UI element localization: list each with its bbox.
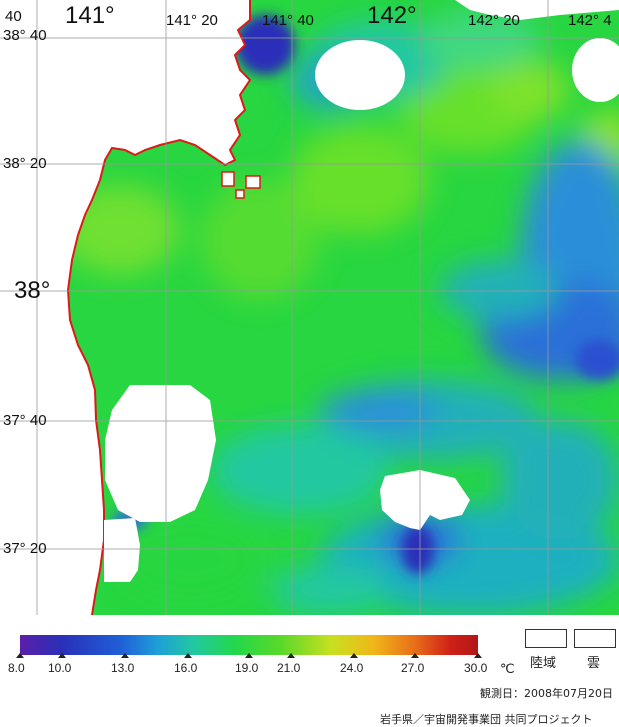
colorbar-tick (474, 653, 482, 658)
colorbar-label: 27.0 (401, 661, 425, 675)
colorbar-label: 10.0 (48, 661, 72, 675)
legend: 8.0 10.0 13.0 16.0 19.0 21.0 24.0 27.0 3… (0, 615, 619, 726)
lon-label-142-20: 142° 20 (468, 12, 520, 29)
coastline (66, 0, 252, 615)
sea-temperature-map: 40 141° 141° 20 141° 40 142° 142° 20 142… (0, 0, 619, 615)
lat-label-38: 38° (14, 277, 51, 304)
colorbar-label: 16.0 (174, 661, 198, 675)
observation-date: 観測日：2008年07月20日 (480, 687, 613, 700)
colorbar-tick (121, 653, 129, 658)
colorbar-tick (287, 653, 295, 658)
colorbar-label: 21.0 (277, 661, 301, 675)
corner-label: 40 (5, 8, 22, 25)
lon-label-142: 142° (367, 2, 417, 29)
colorbar-label: 8.0 (8, 661, 25, 675)
lat-label-38-20: 38° 20 (3, 155, 47, 172)
colorbar-tick (350, 653, 358, 658)
credit-text: 岩手県／宇宙開発事業団 共同プロジェクト (380, 713, 593, 726)
cold-cores (112, 15, 619, 574)
colorbar-tick (58, 653, 66, 658)
land-label: 陸域 (530, 656, 557, 671)
cloud-areas (104, 0, 619, 582)
colorbar-tick (184, 653, 192, 658)
colorbar-label: 24.0 (340, 661, 364, 675)
colorbar-label: 30.0 (464, 661, 488, 675)
graticule (0, 0, 619, 615)
colorbar-label: 13.0 (111, 661, 135, 675)
lat-label-37-20: 37° 20 (3, 540, 47, 557)
land-area (0, 0, 250, 615)
temperature-patches (60, 10, 619, 615)
lat-label-37-40: 37° 40 (3, 412, 47, 429)
colorbar-tick (411, 653, 419, 658)
cloud-label: 雲 (587, 656, 601, 671)
lon-label-141-20: 141° 20 (166, 12, 218, 29)
colorbar-label: 19.0 (235, 661, 259, 675)
lat-label-38-40: 38° 40 (3, 27, 47, 44)
lon-label-142-40: 142° 4 (568, 12, 612, 29)
land-swatch (525, 629, 567, 648)
map-canvas (0, 0, 619, 615)
bay-details (221, 171, 261, 199)
colorbar-tick (16, 653, 24, 658)
lon-label-141: 141° (65, 2, 115, 29)
colorbar-tick (245, 653, 253, 658)
unit-label: ℃ (500, 661, 515, 676)
cloud-swatch (574, 629, 616, 648)
lon-label-141-40: 141° 40 (262, 12, 314, 29)
temperature-colorbar (20, 635, 478, 655)
